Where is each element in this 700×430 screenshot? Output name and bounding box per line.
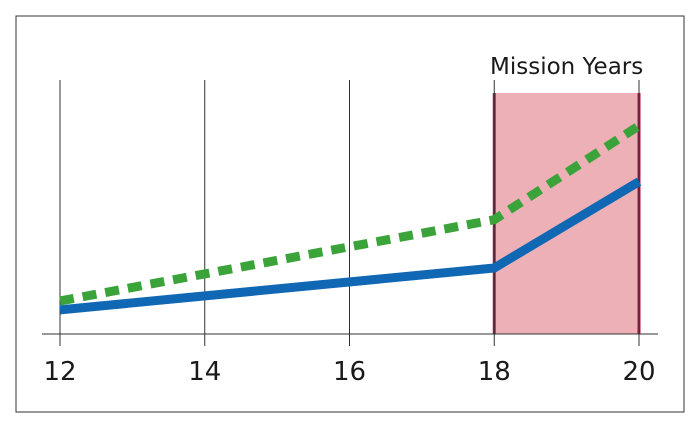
series-line-solid [59,177,642,315]
mission-years-label: Mission Years [490,54,643,80]
x-tick-label-14: 14 [188,357,221,387]
x-tick-label-18: 18 [478,357,511,387]
series-line-dashed [59,121,642,306]
x-tick-label-20: 20 [622,357,655,387]
x-tick-label-16: 16 [333,357,366,387]
x-tick-label-12: 12 [43,357,76,387]
mission-region [494,93,639,334]
